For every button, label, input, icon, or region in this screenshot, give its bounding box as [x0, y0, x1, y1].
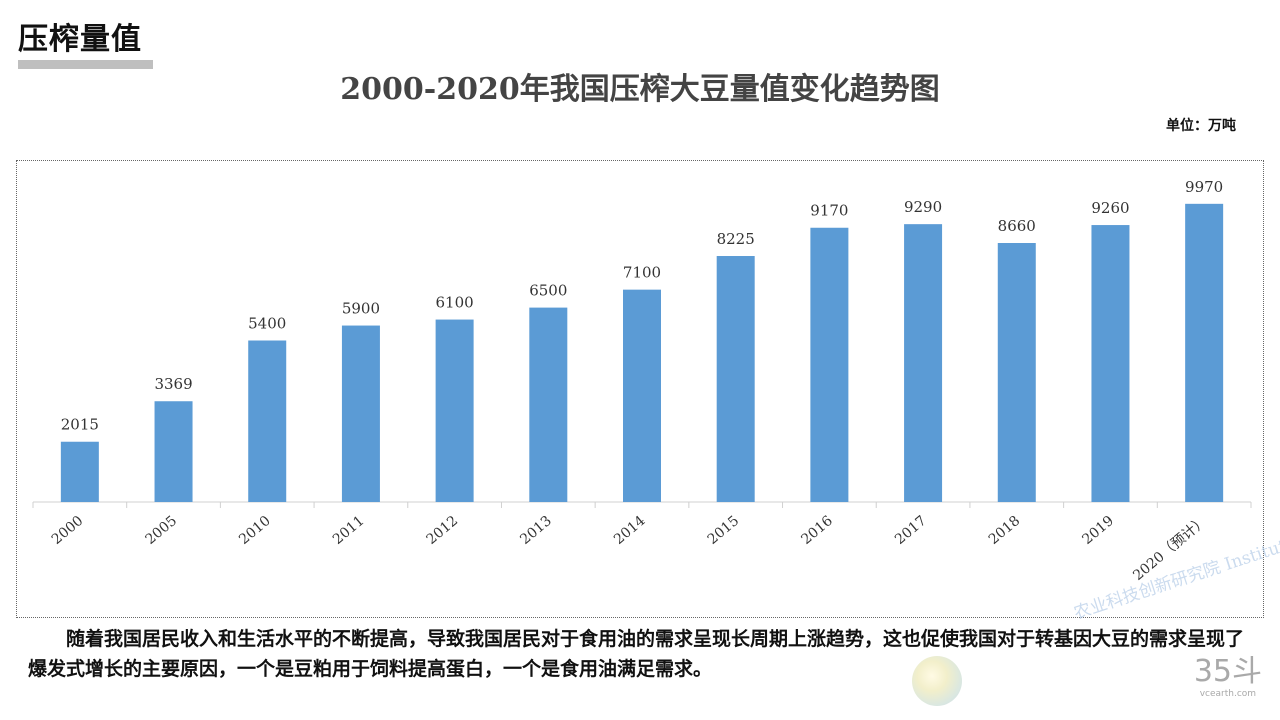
data-label: 7100	[623, 264, 661, 282]
data-label: 9170	[810, 202, 848, 220]
x-tick-label: 2011	[330, 513, 368, 548]
data-label: 8660	[998, 217, 1036, 235]
bar	[154, 401, 193, 502]
data-label: 9260	[1091, 199, 1129, 217]
bar-chart: 2015 2000 3369 2005 5400 2010 5900 2011 6100 2012…	[32, 178, 1252, 584]
x-tick-label: 2010	[236, 513, 274, 548]
bar	[1091, 225, 1130, 502]
data-label: 5900	[342, 300, 380, 318]
data-label: 8225	[717, 230, 755, 248]
bar	[997, 243, 1036, 502]
chart-title: 2000-2020年我国压榨大豆量值变化趋势图	[340, 72, 940, 107]
data-label: 9290	[904, 198, 942, 216]
x-tick-label: 2012	[424, 513, 462, 548]
data-label: 3369	[154, 375, 192, 393]
chart-frame: 2015 2000 3369 2005 5400 2010 5900 2011 6100 2012…	[16, 160, 1264, 618]
bar	[529, 307, 568, 502]
section-title: 压榨量值	[18, 22, 142, 57]
x-tick-label: 2013	[517, 513, 555, 548]
data-label: 2015	[61, 416, 99, 434]
data-label: 6100	[436, 294, 474, 312]
bar	[248, 340, 287, 502]
x-tick-label: 2014	[611, 513, 649, 548]
x-tick-label: 2019	[1079, 513, 1117, 548]
bar	[716, 256, 755, 502]
watermark-globe-icon	[912, 656, 962, 706]
bar	[60, 441, 99, 502]
unit-label: 单位：万吨	[1166, 118, 1236, 134]
brand-url: vcearth.com	[1199, 689, 1257, 699]
data-label: 9970	[1185, 178, 1223, 196]
x-tick-label: 2005	[143, 513, 181, 548]
x-tick-label: 2018	[986, 513, 1024, 548]
bar	[435, 319, 474, 502]
x-tick-label: 2017	[892, 513, 930, 548]
caption-paragraph: 随着我国居民收入和生活水平的不断提高，导致我国居民对于食用油的需求呈现长周期上涨…	[28, 628, 1245, 680]
bar	[904, 224, 943, 502]
bar	[623, 289, 661, 502]
bar	[341, 325, 380, 502]
x-tick-label: 2016	[798, 513, 836, 548]
bar	[810, 227, 849, 502]
brand-logo: 35斗 vcearth.com	[1194, 656, 1262, 700]
x-tick-label: 2015	[705, 513, 743, 548]
data-label: 5400	[248, 315, 286, 333]
section-title-underline	[18, 60, 153, 69]
x-tick-label: 2000	[49, 513, 87, 548]
brand-mark: 35斗	[1193, 654, 1262, 689]
bar	[1185, 203, 1224, 502]
data-label: 6500	[529, 282, 567, 300]
